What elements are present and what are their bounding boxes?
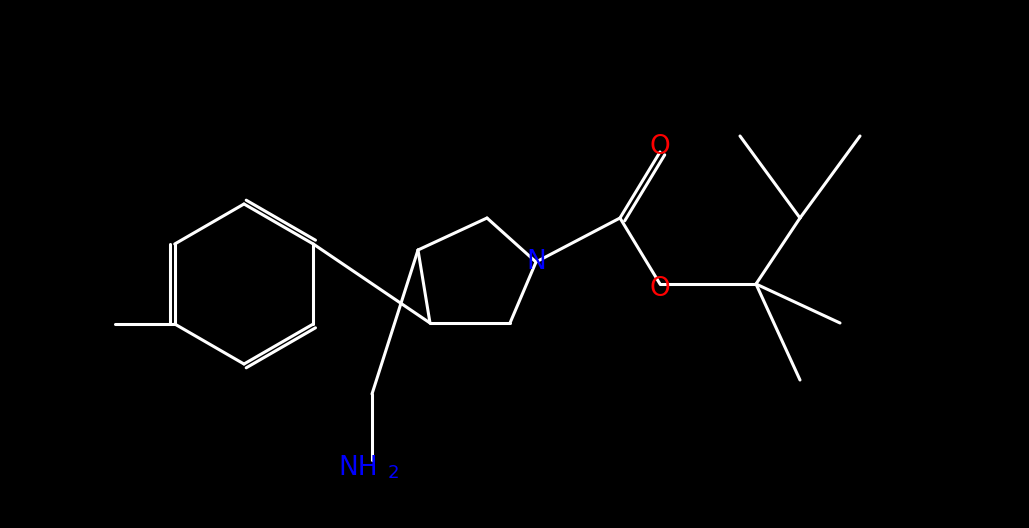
Text: O: O — [649, 276, 670, 302]
Text: O: O — [649, 134, 670, 160]
Text: 2: 2 — [388, 464, 399, 482]
Text: N: N — [526, 249, 545, 275]
Text: NH: NH — [339, 455, 378, 481]
